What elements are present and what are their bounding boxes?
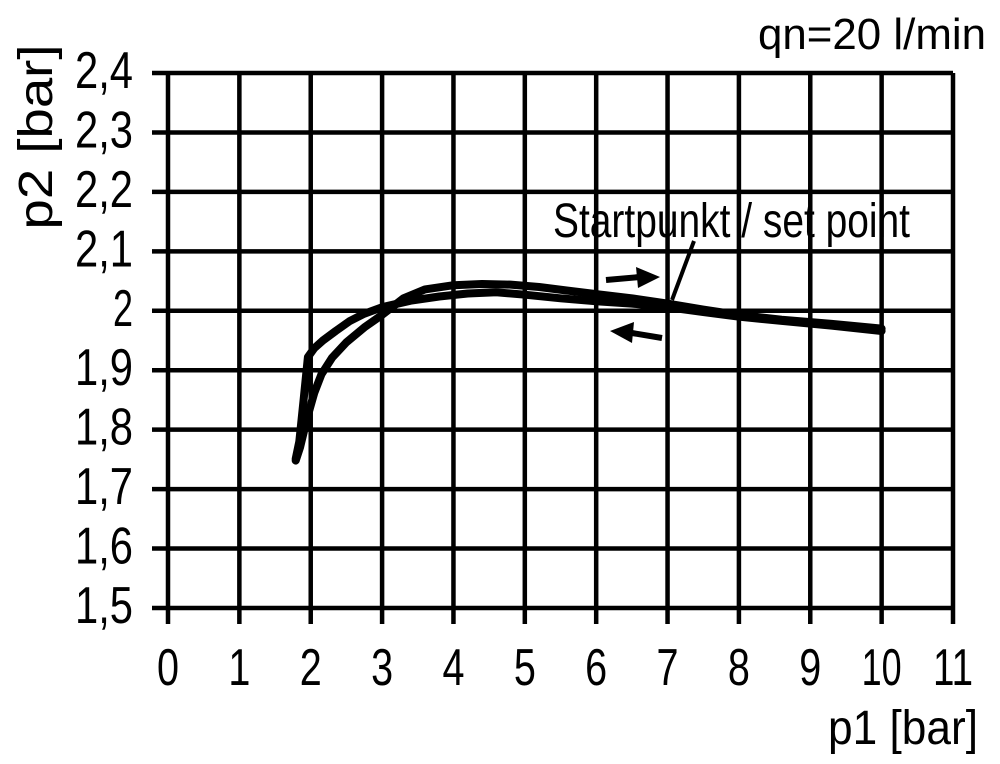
y-tick-label: 1,8: [75, 399, 133, 457]
y-tick-label: 1,9: [75, 339, 133, 397]
y-tick-label: 2,3: [75, 101, 133, 159]
x-tick-label: 10: [862, 639, 902, 697]
series-line: [291, 288, 886, 463]
x-axis-title: p1 [bar]: [828, 702, 978, 755]
set-point-annotation: Startpunkt / set point: [553, 195, 910, 248]
y-axis-title: p2 [bar]: [10, 45, 63, 230]
y-tick-label: 2: [113, 280, 133, 338]
x-tick-label: 2: [300, 639, 322, 697]
y-tick-label: 2,2: [75, 161, 133, 219]
x-tick-label: 1: [228, 639, 250, 697]
x-tick-label: 4: [442, 639, 464, 697]
x-tick-label: 5: [514, 639, 536, 697]
annotation-leader-line: [670, 240, 696, 301]
y-tick-label: 1,5: [75, 577, 133, 635]
x-tick-label: 11: [933, 639, 973, 697]
y-tick-label: 1,7: [75, 458, 133, 516]
y-tick-label: 2,1: [75, 220, 133, 278]
x-tick-label: 9: [799, 639, 821, 697]
x-tick-label: 7: [657, 639, 679, 697]
y-tick-label: 2,4: [75, 42, 133, 100]
x-tick-label: 8: [728, 639, 750, 697]
x-tick-label: 6: [585, 639, 607, 697]
annotation-group: [605, 240, 696, 343]
forward-direction-arrow-icon: [605, 267, 660, 288]
grid: [152, 70, 956, 624]
y-tick-label: 1,6: [75, 518, 133, 576]
tick-labels: 0 1 2 3 4 5 6 7 8 9 10 112,42,32,22,121,91,81,71,61…: [75, 42, 973, 697]
return-direction-arrow-icon: [610, 322, 663, 343]
flow-rate-label: qn=20 l/min: [758, 10, 986, 59]
hysteresis-curves: [291, 280, 886, 465]
x-tick-label: 3: [371, 639, 393, 697]
x-tick-label: 0: [157, 639, 179, 697]
